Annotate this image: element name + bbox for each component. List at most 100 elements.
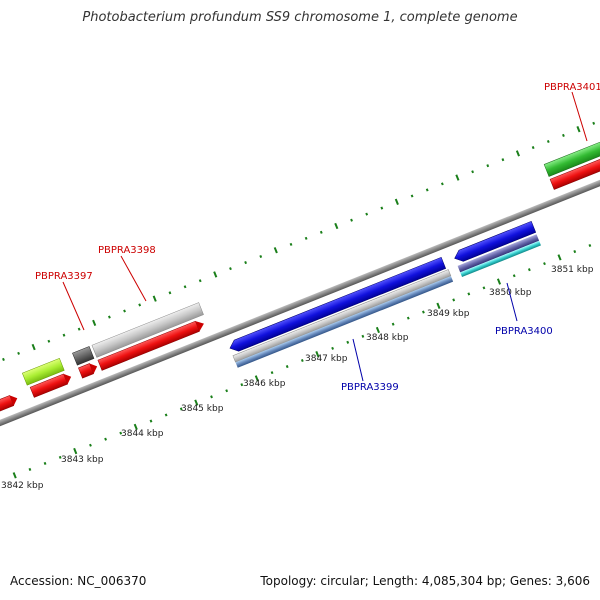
gene-label-PBPRA3401[interactable]: PBPRA3401: [544, 82, 600, 93]
minor-tick: [365, 212, 369, 216]
scale-labels: 3842 kbp 3843 kbp 3844 kbp 3845 kbp 3846…: [1, 265, 594, 491]
gene-feature-PBPRA3398-cds[interactable]: [91, 302, 204, 358]
minor-tick: [592, 121, 596, 125]
gene-feature-PBPRA3398[interactable]: [97, 319, 206, 371]
minor-tick: [47, 339, 51, 343]
minor-tick: [527, 268, 531, 272]
gene-feature-PBPRA3399-cds[interactable]: [232, 269, 452, 363]
major-tick: [73, 447, 78, 455]
minor-tick: [346, 340, 350, 344]
minor-tick: [285, 365, 289, 369]
minor-tick: [531, 146, 535, 150]
minor-tick: [425, 188, 429, 192]
tick-label: 3846 kbp: [243, 379, 286, 389]
minor-tick: [240, 383, 244, 387]
major-tick: [334, 222, 339, 230]
minor-tick: [300, 358, 304, 363]
gene-label-PBPRA3398[interactable]: PBPRA3398: [98, 245, 156, 256]
minor-tick: [58, 455, 62, 459]
tick-label: 3849 kbp: [427, 309, 470, 319]
minor-tick: [501, 158, 505, 162]
minor-tick: [62, 333, 66, 337]
gene-feature-PBPRA3400[interactable]: [452, 220, 537, 264]
major-tick: [92, 319, 97, 327]
minor-tick: [2, 357, 5, 361]
reverse-tick-track: [12, 243, 592, 479]
gene-callouts: [62, 91, 588, 382]
major-tick: [12, 472, 17, 479]
gene-feature-PBPRA3400-cds[interactable]: [457, 234, 540, 273]
gene-feature[interactable]: [78, 361, 99, 379]
minor-tick: [198, 279, 202, 283]
gene-label-PBPRA3400[interactable]: PBPRA3400: [495, 326, 553, 337]
minor-tick: [422, 310, 425, 314]
minor-tick: [482, 286, 486, 290]
minor-tick: [164, 413, 168, 417]
gene-label-PBPRA3399[interactable]: PBPRA3399: [341, 382, 399, 393]
minor-tick: [229, 267, 232, 271]
gene-feature[interactable]: [0, 393, 19, 418]
forward-tick-track: [2, 121, 596, 361]
minor-tick: [108, 315, 111, 319]
minor-tick: [119, 431, 123, 435]
minor-tick: [123, 309, 126, 313]
tick-label: 3851 kbp: [551, 265, 594, 275]
major-tick: [31, 343, 36, 351]
tick-label: 3844 kbp: [121, 429, 164, 439]
major-tick: [133, 423, 138, 431]
minor-tick: [17, 351, 20, 355]
gene-feature[interactable]: [549, 152, 600, 190]
gene-feature[interactable]: [29, 372, 73, 398]
minor-tick: [104, 437, 107, 441]
minor-tick: [380, 206, 384, 210]
major-tick: [455, 174, 460, 181]
gene-feature-PBPRA3397[interactable]: [72, 346, 95, 366]
minor-tick: [244, 261, 248, 265]
minor-tick: [452, 298, 456, 302]
gene-feature-PBPRA3400-mrna[interactable]: [460, 240, 541, 277]
gene-feature-PBPRA3401[interactable]: [543, 138, 600, 177]
major-tick: [375, 326, 380, 334]
minor-tick: [259, 254, 263, 259]
minor-tick: [573, 250, 577, 254]
major-tick: [576, 126, 581, 133]
tick-label: 3845 kbp: [181, 404, 224, 414]
gene-label-PBPRA3397[interactable]: PBPRA3397: [35, 271, 93, 282]
tick-label: 3850 kbp: [489, 288, 532, 298]
minor-tick: [319, 230, 323, 234]
minor-tick: [391, 322, 395, 326]
major-tick: [254, 375, 259, 382]
major-tick: [515, 150, 520, 157]
minor-tick: [89, 443, 92, 447]
gene-feature[interactable]: [21, 357, 65, 386]
minor-tick: [440, 182, 444, 186]
gene-feature-PBPRA3399-mrna[interactable]: [235, 276, 454, 368]
minor-tick: [289, 242, 293, 246]
minor-tick: [410, 194, 414, 198]
minor-tick: [361, 334, 365, 338]
minor-tick: [77, 327, 81, 331]
tick-label: 3843 kbp: [61, 455, 104, 465]
minor-tick: [546, 139, 550, 144]
minor-tick: [138, 303, 142, 307]
minor-tick: [28, 467, 32, 471]
minor-tick: [406, 316, 410, 320]
major-tick: [394, 198, 399, 205]
minor-tick: [304, 236, 308, 240]
minor-tick: [331, 346, 335, 350]
genome-summary-text: Topology: circular; Length: 4,085,304 bp…: [260, 574, 590, 588]
tick-label: 3847 kbp: [305, 354, 348, 364]
gene-feature-PBPRA3399[interactable]: [228, 256, 447, 354]
minor-tick: [270, 371, 274, 375]
tick-label: 3842 kbp: [1, 481, 44, 491]
accession-text: Accession: NC_006370: [10, 574, 147, 588]
major-tick: [496, 278, 502, 285]
major-tick: [194, 399, 199, 406]
minor-tick: [350, 218, 353, 222]
major-tick: [152, 295, 157, 302]
tick-label: 3848 kbp: [366, 333, 409, 343]
genome-backbone: [0, 164, 600, 430]
minor-tick: [168, 291, 172, 295]
major-tick: [273, 247, 278, 254]
minor-tick: [512, 274, 516, 278]
